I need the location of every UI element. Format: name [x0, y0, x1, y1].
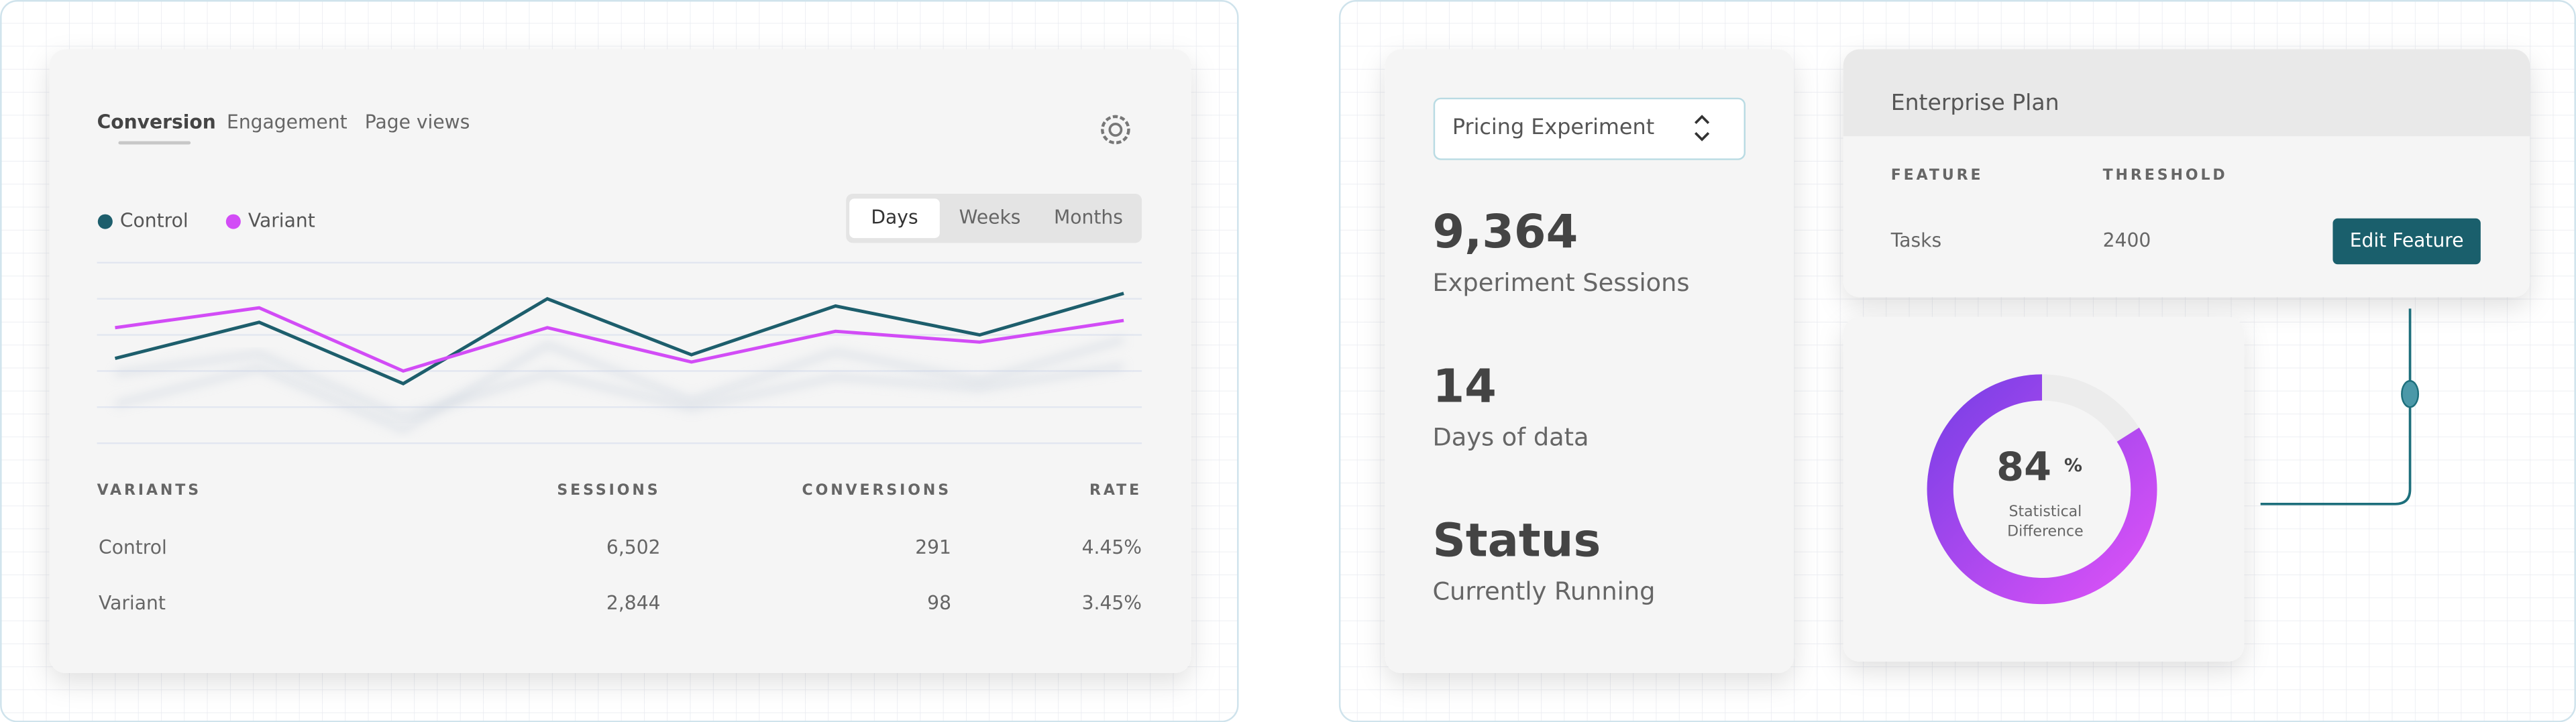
table-cell: 2,844 [606, 592, 661, 614]
select-chevrons [1695, 115, 1710, 141]
tab[interactable]: Conversion [97, 111, 216, 133]
button-label[interactable]: Edit Feature [2350, 229, 2464, 251]
plan-cell: 2400 [2103, 229, 2151, 251]
gauge-unit: % [2064, 455, 2082, 476]
table-cell: 6,502 [606, 536, 661, 558]
table-header: CONVERSIONS [802, 482, 951, 499]
settings-icon[interactable] [1101, 115, 1130, 145]
connector [2260, 308, 2412, 505]
plan-cell: Tasks [1890, 229, 1941, 251]
gauge-label: Statistical [2009, 503, 2082, 520]
table-cell: Control [99, 536, 167, 558]
plan-header-cell: FEATURE [1891, 167, 1984, 184]
stat-value: 14 [1432, 359, 1496, 413]
legend-dot [97, 214, 113, 229]
experiment-card [1385, 49, 1794, 674]
table-cell: 4.45% [1082, 536, 1142, 558]
stat-value: 9,364 [1432, 205, 1578, 259]
tab[interactable]: Engagement [227, 111, 347, 133]
stat-label: Currently Running [1432, 577, 1655, 606]
plan-header-cell: THRESHOLD [2103, 167, 2228, 184]
gauge-card [1843, 316, 2245, 662]
series-line [114, 292, 1124, 386]
toggle-option[interactable]: Days [871, 206, 918, 229]
select-label[interactable]: Pricing Experiment [1452, 114, 1654, 139]
gauge-label: Difference [2007, 523, 2084, 540]
table-cell: 98 [927, 592, 951, 614]
gauge-value: 84 [1996, 443, 2051, 489]
legend-label: Variant [248, 210, 315, 232]
edit-button[interactable] [2332, 218, 2481, 265]
toggle-option[interactable]: Weeks [959, 206, 1021, 229]
table-header: SESSIONS [557, 482, 660, 499]
table-cell: 291 [915, 536, 951, 558]
tab[interactable]: Page views [365, 111, 470, 133]
connector-node [2401, 379, 2420, 408]
stat-value: Status [1432, 514, 1601, 568]
settings-icon-center [1108, 123, 1123, 137]
legend-label: Control [120, 210, 189, 232]
shadow-line [114, 350, 1124, 421]
gauge-arc [1927, 374, 2157, 605]
table-header: RATE [1089, 482, 1142, 499]
table-cell: 3.45% [1082, 592, 1142, 614]
toggle-selected [849, 198, 940, 239]
stat-label: Days of data [1432, 422, 1589, 451]
stat-label: Experiment Sessions [1432, 268, 1689, 297]
plan-header [1843, 49, 2530, 137]
table-cell: Variant [99, 592, 166, 614]
shadow-line [114, 336, 1125, 434]
table-header: VARIANTS [97, 482, 201, 499]
plan-title: Enterprise Plan [1891, 89, 2059, 115]
legend-dot [225, 214, 241, 229]
series-line [115, 306, 1124, 373]
toggle-option[interactable]: Months [1054, 206, 1123, 229]
experiment-select[interactable] [1433, 97, 1746, 160]
tab-underline [118, 141, 191, 145]
